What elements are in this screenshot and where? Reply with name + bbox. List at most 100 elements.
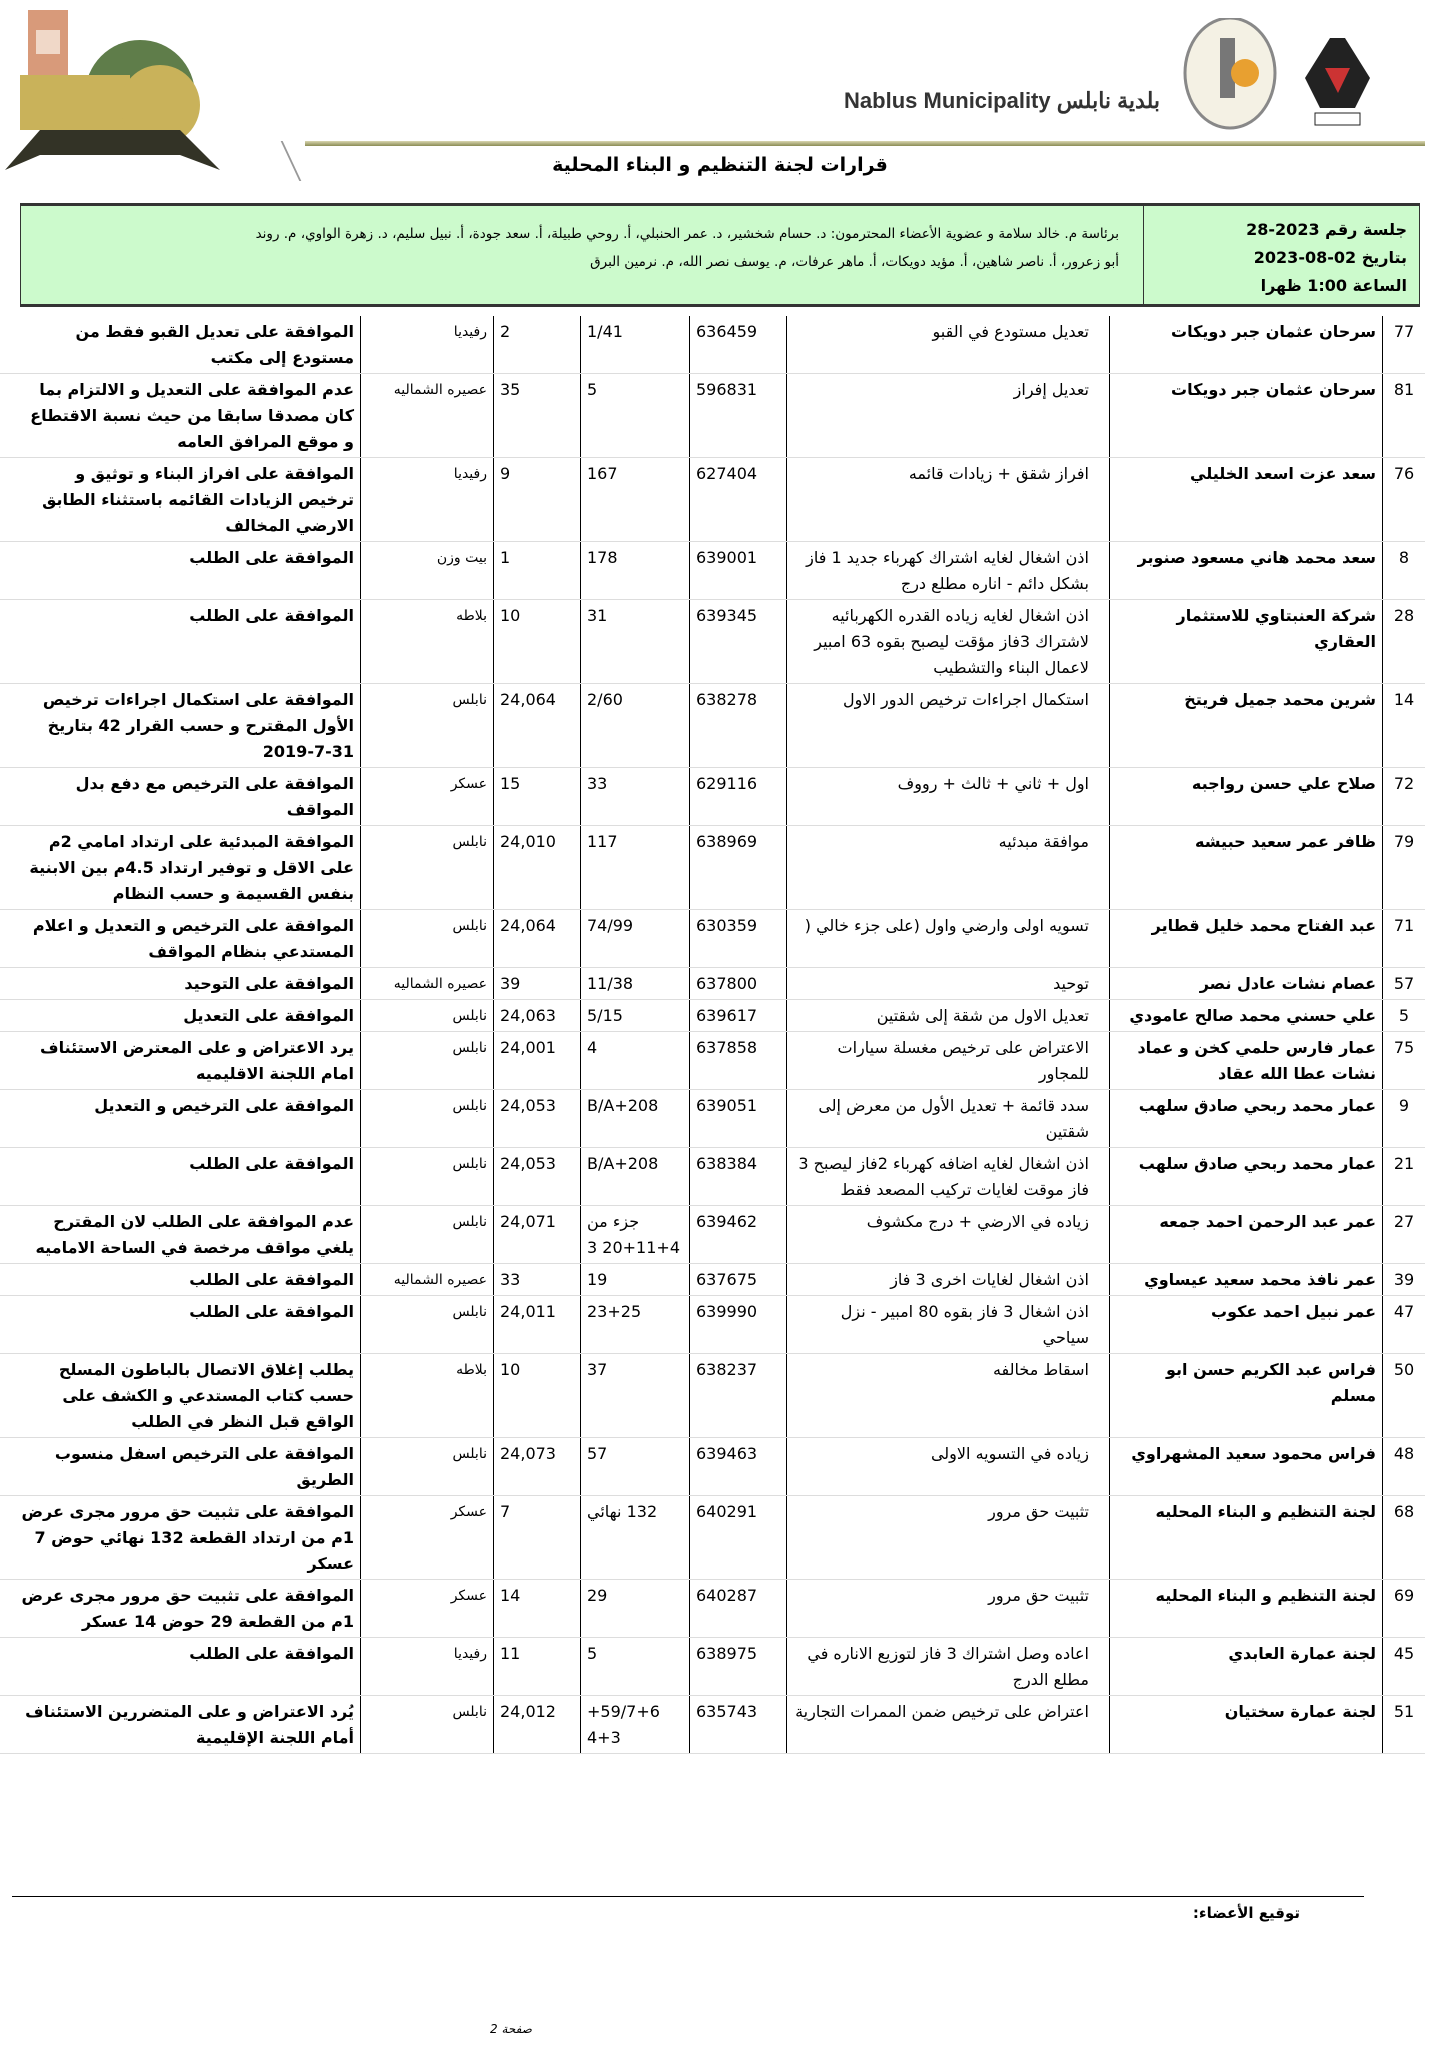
cell-decision: يُرد الاعتراض و على المتضررين الاستئناف …	[0, 1695, 361, 1754]
cell-desc: اذن اشغال لغايه اضافه كهرباء 2فاز ليصبح …	[786, 1147, 1110, 1206]
session-info-box: جلسة رقم 2023-28 بتاريخ 02-08-2023 الساع…	[20, 203, 1420, 307]
cell-basin: 24,010	[493, 825, 581, 910]
cell-name: صلاح علي حسن رواجبه	[1109, 767, 1383, 826]
cell-desc: تعديل الاول من شقة إلى شقتين	[786, 999, 1110, 1032]
cell-desc: استكمال اجراءات ترخيص الدور الاول	[786, 683, 1110, 768]
cell-basin: 24,011	[493, 1295, 581, 1354]
cell-basin: 2	[493, 316, 581, 374]
cell-basin: 24,064	[493, 909, 581, 968]
header-divider-slant	[280, 141, 302, 181]
table-row: 71 عبد الفتاح محمد خليل قطاير تسويه اولى و…	[0, 909, 1425, 968]
cell-file: 636459	[689, 316, 787, 374]
cell-area: نابلس	[360, 1089, 494, 1148]
cell-parcel: 1/41	[580, 316, 690, 374]
cell-name: عبد الفتاح محمد خليل قطاير	[1109, 909, 1383, 968]
cell-decision: الموافقة على التعديل	[0, 999, 361, 1032]
cell-basin: 10	[493, 599, 581, 684]
cell-num: 9	[1382, 1089, 1425, 1148]
table-row: 68 لجنة التنظيم و البناء المحليه تثبيت حق …	[0, 1495, 1425, 1580]
cell-file: 639617	[689, 999, 787, 1032]
cell-desc: الاعتراض على ترخيص مغسلة سيارات للمجاور	[786, 1031, 1110, 1090]
cell-num: 79	[1382, 825, 1425, 910]
cell-parcel: 5	[580, 1637, 690, 1696]
cell-area: عصيره الشماليه	[360, 373, 494, 458]
cell-parcel: 23+25	[580, 1295, 690, 1354]
table-row: 76 سعد عزت اسعد الخليلي افراز شقق + زيادات…	[0, 457, 1425, 542]
cell-area: نابلس	[360, 825, 494, 910]
header-divider	[305, 141, 1425, 146]
cell-name: عمار محمد ربحي صادق سلهب	[1109, 1089, 1383, 1148]
cell-parcel: 37	[580, 1353, 690, 1438]
cell-num: 28	[1382, 599, 1425, 684]
cell-desc: تعديل مستودع في القبو	[786, 316, 1110, 374]
cell-area: عسكر	[360, 1495, 494, 1580]
cell-desc: اذن اشغال 3 فاز بقوه 80 امبير - نزل سياح…	[786, 1295, 1110, 1354]
cell-basin: 7	[493, 1495, 581, 1580]
cell-file: 638384	[689, 1147, 787, 1206]
cell-parcel: B/A+208	[580, 1089, 690, 1148]
cell-num: 77	[1382, 316, 1425, 374]
cell-area: بيت وزن	[360, 541, 494, 600]
cell-file: 635743	[689, 1695, 787, 1754]
cell-file: 638969	[689, 825, 787, 910]
cell-name: فراس محمود سعيد المشهراوي	[1109, 1437, 1383, 1496]
cell-decision: الموافقة على الطلب	[0, 599, 361, 684]
cell-name: عمر عبد الرحمن احمد جمعه	[1109, 1205, 1383, 1264]
cell-name: ظافر عمر سعيد حبيشه	[1109, 825, 1383, 910]
table-row: 28 شركة العنبتاوي للاستثمار العقاري اذن اش…	[0, 599, 1425, 684]
cell-basin: 33	[493, 1263, 581, 1296]
table-row: 21 عمار محمد ربحي صادق سلهب اذن اشغال لغاي…	[0, 1147, 1425, 1206]
cell-basin: 10	[493, 1353, 581, 1438]
decisions-table: 77 سرحان عثمان جبر دويكات تعديل مستودع في …	[0, 316, 1425, 1754]
cell-basin: 39	[493, 967, 581, 1000]
cell-basin: 24,071	[493, 1205, 581, 1264]
cell-file: 638975	[689, 1637, 787, 1696]
cell-name: عمار فارس حلمي كخن و عماد نشات عطا الله …	[1109, 1031, 1383, 1090]
cell-decision: الموافقة على الترخيص و التعديل و اعلام ا…	[0, 909, 361, 968]
cell-file: 630359	[689, 909, 787, 968]
cell-num: 27	[1382, 1205, 1425, 1264]
cell-desc: توحيد	[786, 967, 1110, 1000]
cell-name: سعد محمد هاني مسعود صنوبر	[1109, 541, 1383, 600]
cell-num: 48	[1382, 1437, 1425, 1496]
cell-decision: يرد الاعتراض و على المعترض الاستئناف اما…	[0, 1031, 361, 1090]
cell-desc: زياده في الارضي + درج مكشوف	[786, 1205, 1110, 1264]
cell-file: 639463	[689, 1437, 787, 1496]
cell-decision: عدم الموافقة على الطلب لان المقترح يلغي …	[0, 1205, 361, 1264]
cell-parcel: 167	[580, 457, 690, 542]
signature-label: توقيع الأعضاء:	[1192, 1904, 1300, 1922]
cell-name: عمر نبيل احمد عكوب	[1109, 1295, 1383, 1354]
cell-file: 637675	[689, 1263, 787, 1296]
cell-area: نابلس	[360, 1147, 494, 1206]
cell-basin: 24,053	[493, 1089, 581, 1148]
cell-area: بلاطه	[360, 1353, 494, 1438]
cell-name: شرين محمد جميل فريتخ	[1109, 683, 1383, 768]
cell-desc: تثبيت حق مرور	[786, 1495, 1110, 1580]
cell-parcel: 178	[580, 541, 690, 600]
cell-parcel: جزء من 4+11+20 3	[580, 1205, 690, 1264]
cell-decision: الموافقة على تعديل القبو فقط من مستودع إ…	[0, 316, 361, 374]
cell-parcel: 29	[580, 1579, 690, 1638]
cell-area: عسكر	[360, 1579, 494, 1638]
cell-decision: الموافقة على الترخيص و التعديل	[0, 1089, 361, 1148]
members-list: برئاسة م. خالد سلامة و عضوية الأعضاء الم…	[59, 220, 1119, 276]
cell-num: 81	[1382, 373, 1425, 458]
table-row: 57 عصام نشات عادل نصر توحيد 637800 11/38 39 عص…	[0, 967, 1425, 1000]
session-date: بتاريخ 02-08-2023	[1253, 248, 1407, 267]
municipality-brand-text: Nablus Municipality بلدية نابلس	[844, 88, 1160, 113]
cell-num: 69	[1382, 1579, 1425, 1638]
cell-basin: 24,064	[493, 683, 581, 768]
table-row: 47 عمر نبيل احمد عكوب اذن اشغال 3 فاز بقوه…	[0, 1295, 1425, 1354]
cell-basin: 15	[493, 767, 581, 826]
cell-decision: الموافقة على الطلب	[0, 1295, 361, 1354]
cell-decision: الموافقة على استكمال اجراءات ترخيص الأول…	[0, 683, 361, 768]
cell-num: 45	[1382, 1637, 1425, 1696]
cell-parcel: 57	[580, 1437, 690, 1496]
cell-basin: 11	[493, 1637, 581, 1696]
cell-basin: 24,001	[493, 1031, 581, 1090]
cell-file: 637858	[689, 1031, 787, 1090]
cell-name: عمر نافذ محمد سعيد عيساوي	[1109, 1263, 1383, 1296]
signature-line	[12, 1896, 1364, 1897]
cell-num: 14	[1382, 683, 1425, 768]
cell-desc: اعتراض على ترخيص ضمن الممرات التجارية	[786, 1695, 1110, 1754]
